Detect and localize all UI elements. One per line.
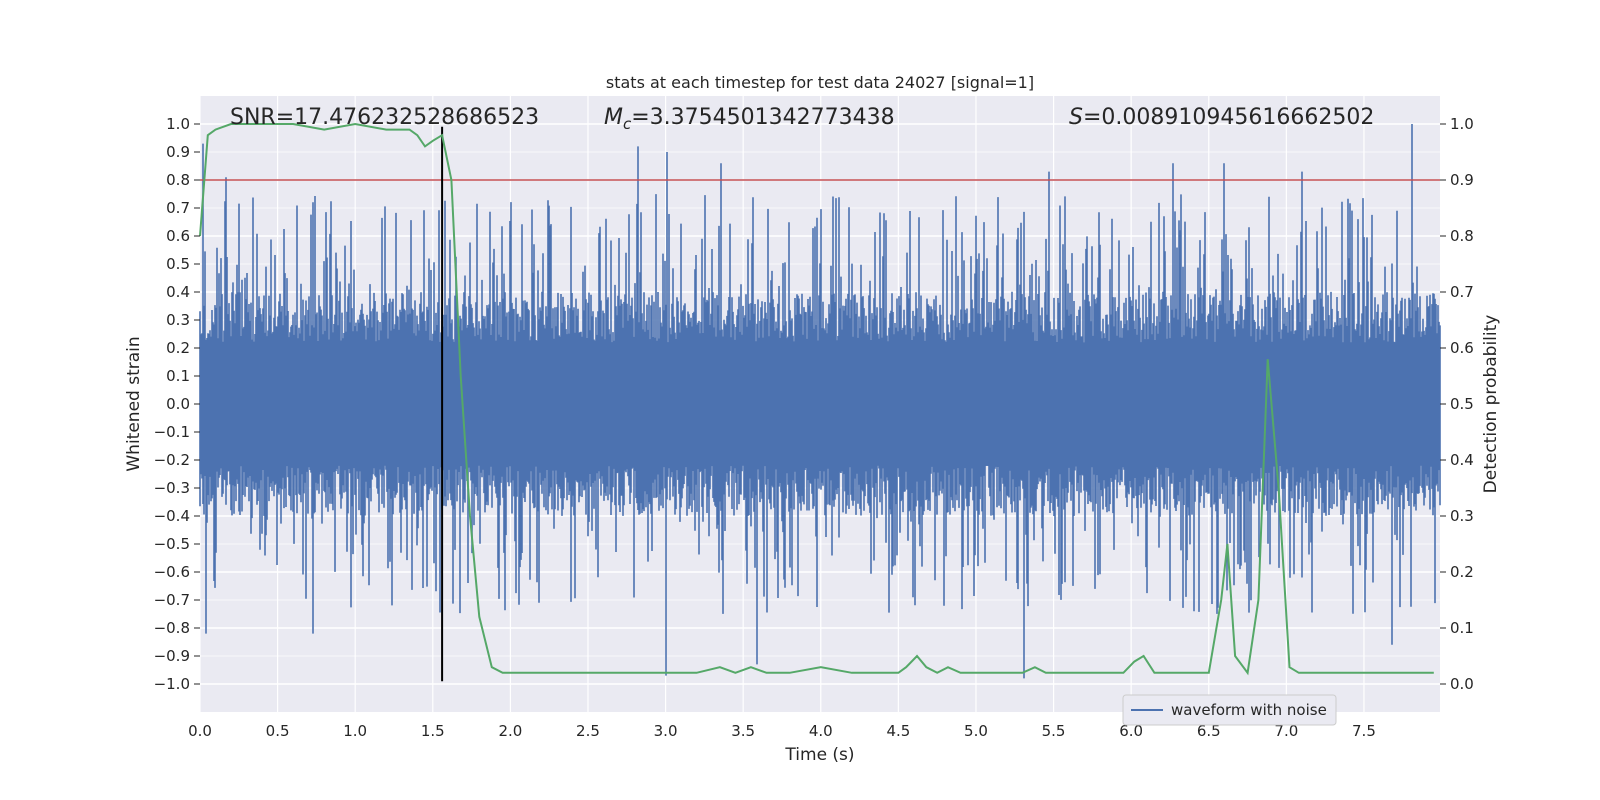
x-tick-label: 0.5 <box>266 722 290 740</box>
y-left-tick-label: −0.3 <box>154 479 190 497</box>
chirp-mass-value: =3.3754501342773438 <box>631 105 894 130</box>
x-axis-label: Time (s) <box>784 745 854 765</box>
chirp-mass-subscript: c <box>623 115 632 133</box>
probability-line <box>199 122 1434 676</box>
x-tick-label: 1.0 <box>343 722 367 740</box>
y-right-tick-label: 0.2 <box>1450 563 1474 581</box>
x-tick-label: 2.5 <box>576 722 600 740</box>
y-axis-label-right: Detection probability <box>1481 315 1501 494</box>
y-left-tick-label: 1.0 <box>166 115 190 133</box>
legend-box <box>1122 694 1337 726</box>
x-tick-label: 6.0 <box>1119 722 1143 740</box>
y-left-tick-label: −0.1 <box>154 423 190 441</box>
legend-entry: waveform with noise <box>1171 701 1327 719</box>
y-left-tick-label: 0.4 <box>166 283 190 301</box>
s-annotation: S=0.008910945616662502 <box>1069 105 1374 130</box>
y-right-tick-label: 0.1 <box>1450 619 1474 637</box>
s-value: =0.008910945616662502 <box>1083 105 1374 130</box>
y-left-tick-label: −0.7 <box>154 591 190 609</box>
y-left-tick-label: 0.8 <box>166 171 190 189</box>
x-tick-label: 0.0 <box>188 722 212 740</box>
x-tick-label: 1.5 <box>421 722 445 740</box>
y-left-tick-label: 0.7 <box>166 199 190 217</box>
y-axis-label-left: Whitened strain <box>124 336 144 471</box>
axes: 0.0 0.5 1.0 1.5 2.0 2.5 3.0 3.5 4.0 4.5 5.0 5.5 6.0 6… <box>154 115 1474 740</box>
waveform-series <box>199 124 1441 679</box>
snr-annotation: SNR=17.476232528686523 <box>230 105 539 130</box>
x-tick-label: 7.0 <box>1274 722 1298 740</box>
x-tick-label: 7.5 <box>1352 722 1376 740</box>
y-left-tick-label: −0.8 <box>154 619 190 637</box>
x-tick-label: 2.0 <box>498 722 522 740</box>
overlays <box>199 122 1440 682</box>
chirp-mass-annotation: Mc=3.3754501342773438 <box>604 105 895 133</box>
y-left-tick-label: 0.9 <box>166 143 190 161</box>
x-tick-label: 5.0 <box>964 722 988 740</box>
y-right-tick-label: 0.9 <box>1450 171 1474 189</box>
x-tick-label: 3.5 <box>731 722 755 740</box>
x-tick-label: 4.0 <box>809 722 833 740</box>
y-left-tick-label: 0.6 <box>166 227 190 245</box>
y-left-tick-label: −1.0 <box>154 675 190 693</box>
y-right-tick-label: 0.0 <box>1450 675 1474 693</box>
y-left-tick-label: −0.2 <box>154 451 190 469</box>
y-right-tick-label: 0.3 <box>1450 507 1474 525</box>
y-left-tick-label: 0.1 <box>166 367 190 385</box>
x-tick-label: 3.0 <box>654 722 678 740</box>
y-right-tick-label: 0.5 <box>1450 395 1474 413</box>
y-right-tick-label: 0.7 <box>1450 283 1474 301</box>
y-left-tick-label: −0.5 <box>154 535 190 553</box>
x-tick-label: 4.5 <box>886 722 910 740</box>
y-left-tick-label: −0.9 <box>154 647 190 665</box>
y-right-tick-label: 0.6 <box>1450 339 1474 357</box>
y-left-tick-label: −0.6 <box>154 563 190 581</box>
chirp-mass-symbol: M <box>604 105 623 130</box>
waveform-core <box>200 348 1440 460</box>
x-tick-label: 5.5 <box>1042 722 1066 740</box>
s-symbol: S <box>1069 105 1083 130</box>
y-left-tick-label: −0.4 <box>154 507 190 525</box>
y-right-tick-label: 1.0 <box>1450 115 1474 133</box>
y-left-tick-label: 0.5 <box>166 255 190 273</box>
y-left-tick-label: 0.2 <box>166 339 190 357</box>
y-left-tick-label: 0.0 <box>166 395 190 413</box>
x-tick-label: 6.5 <box>1197 722 1221 740</box>
y-left-tick-label: 0.3 <box>166 311 190 329</box>
legend: waveform with noise <box>1122 694 1337 726</box>
y-right-tick-label: 0.4 <box>1450 451 1474 469</box>
chart-title: stats at each timestep for test data 240… <box>606 73 1034 92</box>
y-right-tick-label: 0.8 <box>1450 227 1474 245</box>
